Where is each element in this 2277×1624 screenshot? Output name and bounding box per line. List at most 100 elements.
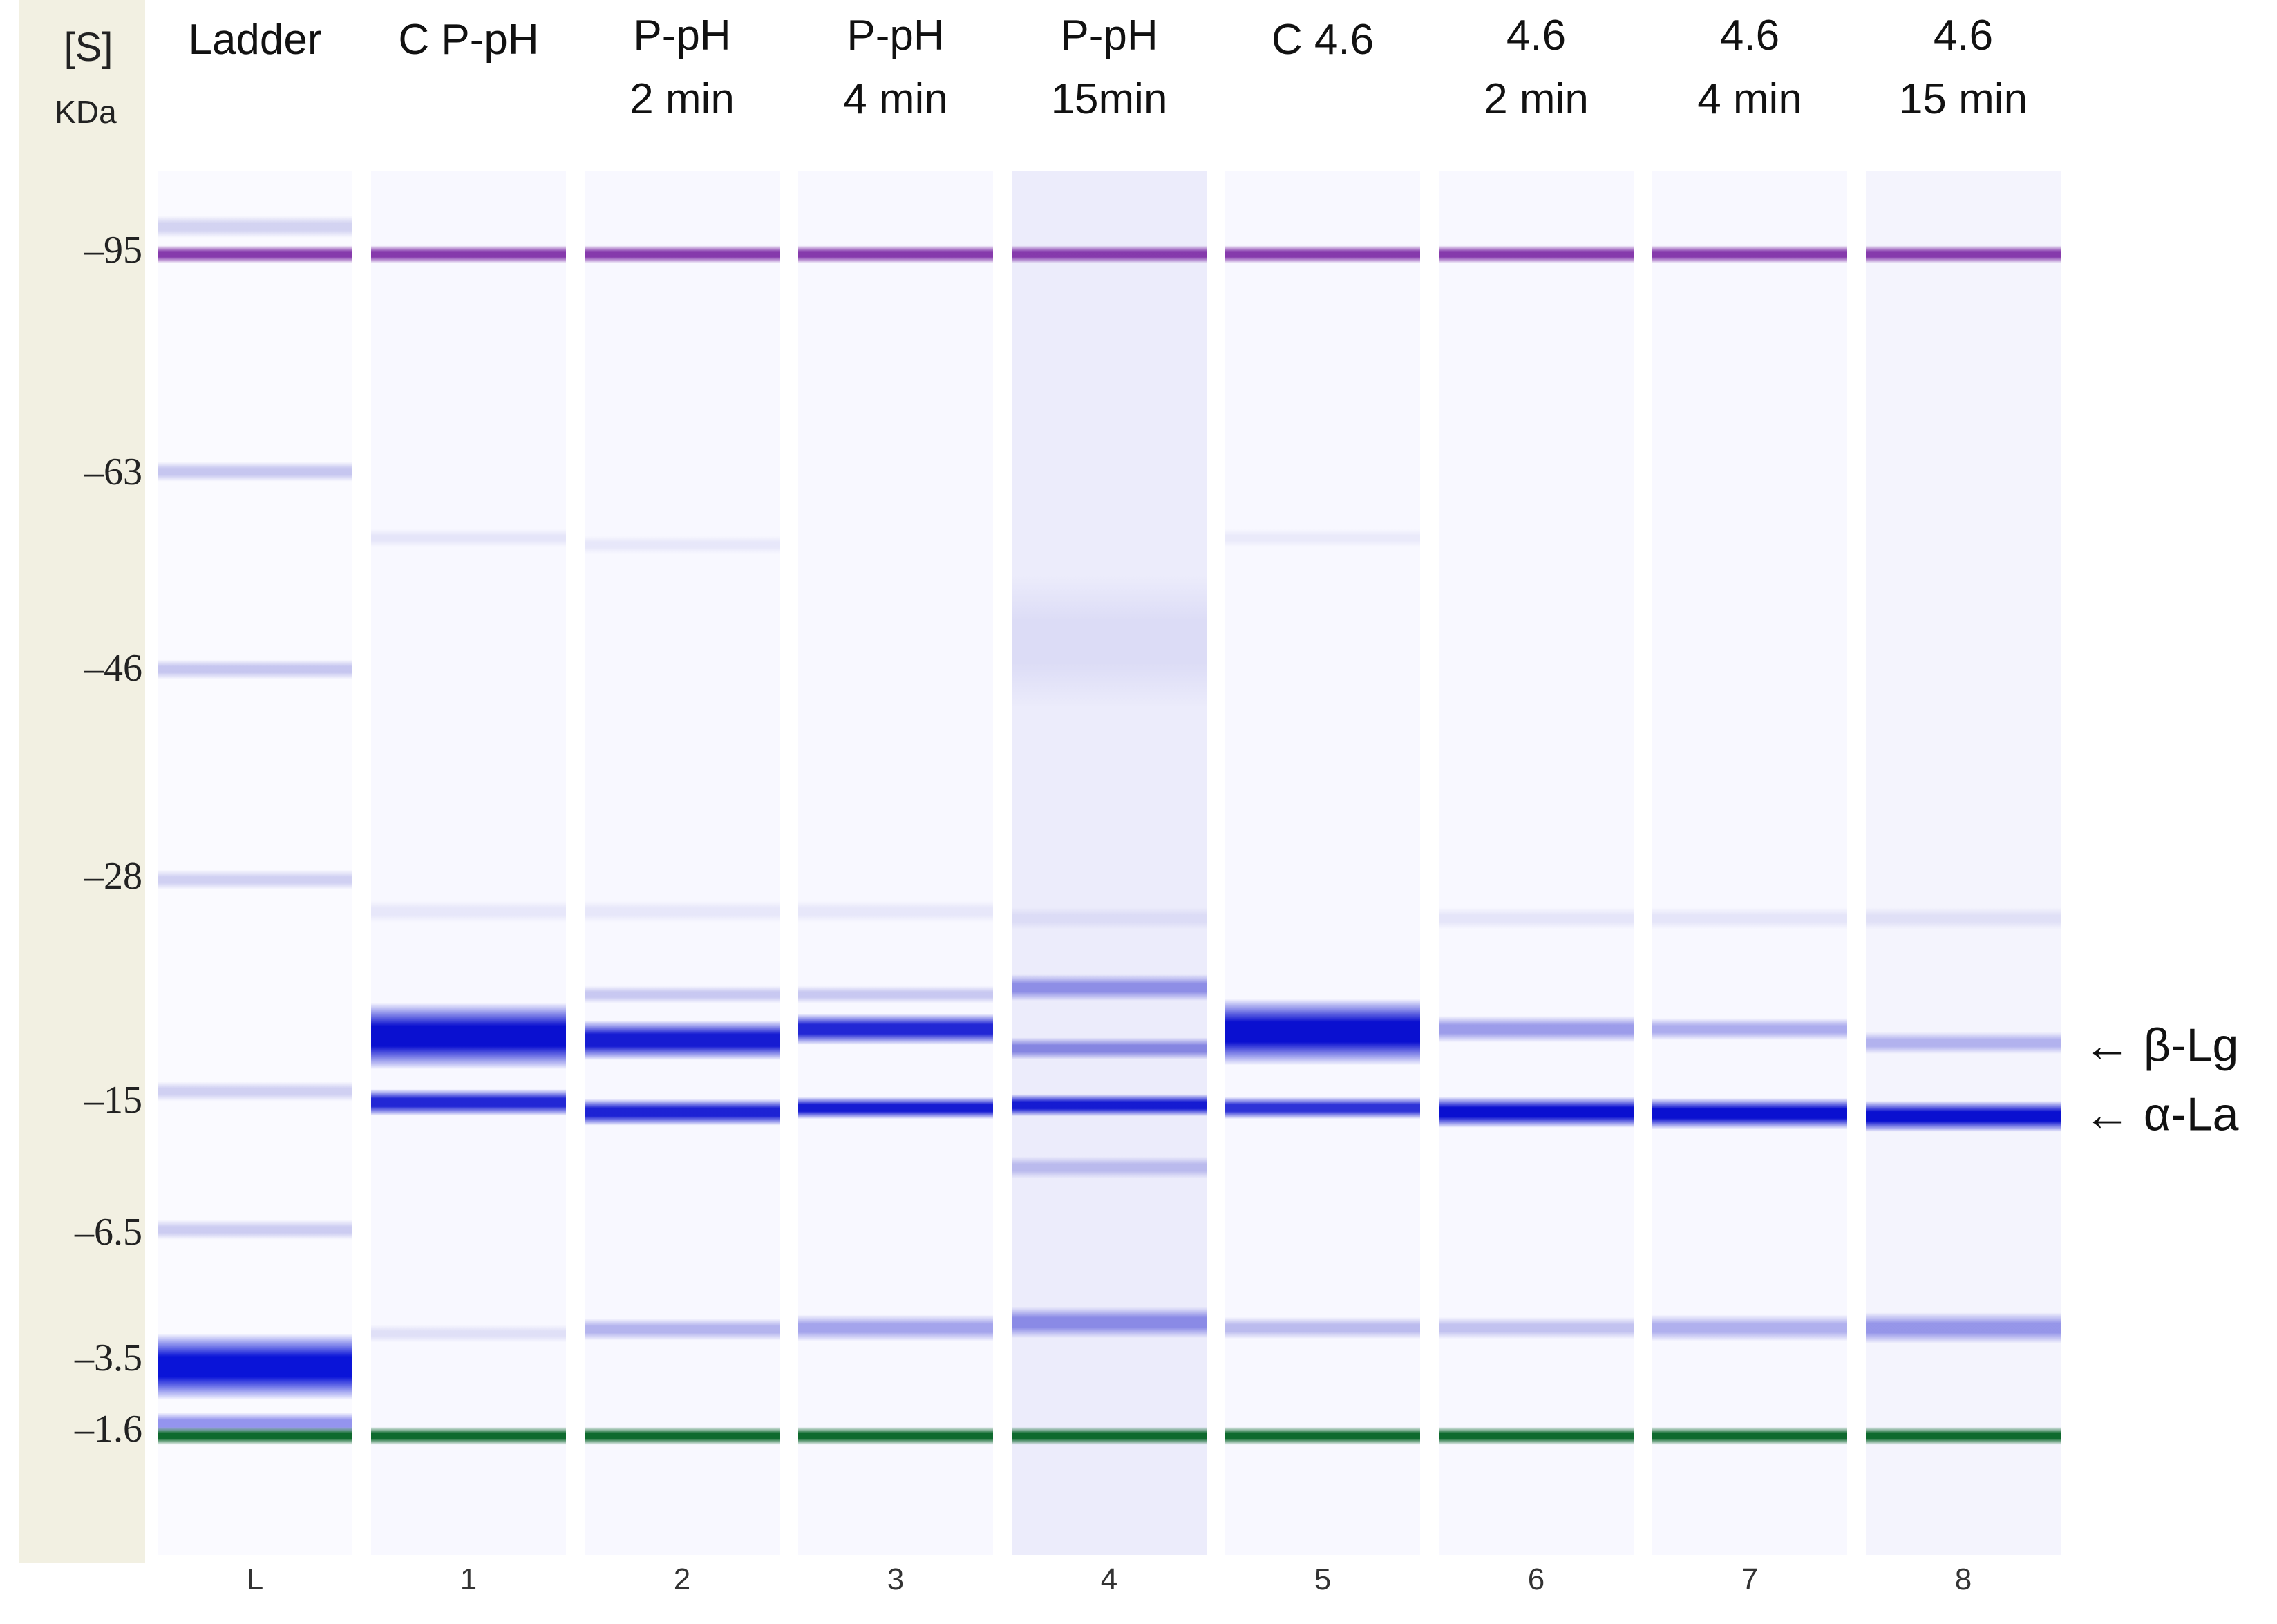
gel-band	[1439, 1316, 1634, 1339]
lane-number: 7	[1741, 1562, 1758, 1596]
gel-band	[1225, 245, 1420, 263]
lane-8	[1866, 171, 2061, 1555]
lane-title: Ladder	[188, 16, 321, 64]
lane-3	[798, 171, 993, 1555]
gel-band	[1866, 1100, 2061, 1132]
lane-4	[1012, 171, 1207, 1555]
gel-band	[1652, 1018, 1847, 1041]
lane-number: 5	[1314, 1562, 1331, 1596]
kda-marker-label: –63	[84, 451, 142, 493]
gel-band	[158, 659, 352, 680]
lane-6	[1439, 171, 1634, 1555]
gel-band	[1652, 245, 1847, 263]
lane-title: 4 min	[1697, 75, 1802, 123]
lane-title: 15min	[1051, 75, 1168, 123]
gel-band	[158, 1220, 352, 1240]
scale-sidebar	[19, 0, 145, 1563]
lane-title: 4 min	[843, 75, 948, 123]
gel-band	[371, 529, 566, 547]
gel-band	[1012, 907, 1207, 930]
gel-band	[158, 462, 352, 482]
gel-band	[158, 1081, 352, 1102]
gel-band	[585, 1020, 780, 1061]
gel-band	[1439, 1427, 1634, 1445]
lane-number: L	[247, 1562, 263, 1596]
lane-background	[158, 171, 352, 1555]
lane-number: 1	[460, 1562, 477, 1596]
gel-band	[585, 1099, 780, 1126]
gel-band	[158, 1427, 352, 1445]
gel-band	[1866, 1427, 2061, 1445]
gel-band	[1012, 1427, 1207, 1445]
band-annotation-label: ← α-La	[2084, 1088, 2239, 1140]
gel-lanes	[158, 171, 2061, 1555]
lane-title: P-pH	[1060, 12, 1158, 59]
gel-band	[1439, 1096, 1634, 1128]
gel-band	[798, 1427, 993, 1445]
gel-band	[1439, 1016, 1634, 1043]
gel-band	[158, 216, 352, 238]
gel-band	[1012, 1307, 1207, 1339]
lane-7	[1652, 171, 1847, 1555]
gel-band	[1012, 1156, 1207, 1179]
gel-band	[1012, 575, 1207, 708]
gel-band	[1866, 245, 2061, 263]
gel-band	[158, 869, 352, 890]
gel-band	[371, 900, 566, 923]
lane-1	[371, 171, 566, 1555]
lane-title: C P-pH	[398, 16, 538, 64]
gel-band	[1225, 529, 1420, 547]
lane-title: 4.6	[1506, 12, 1566, 59]
gel-band	[585, 1427, 780, 1445]
gel-band	[1652, 1427, 1847, 1445]
lane-title: C 4.6	[1272, 16, 1374, 64]
gel-band	[1012, 1094, 1207, 1117]
gel-band	[1225, 1097, 1420, 1120]
gel-band	[371, 1089, 566, 1116]
gel-band	[371, 1324, 566, 1343]
lane-5	[1225, 171, 1420, 1555]
kda-marker-label: –6.5	[74, 1211, 142, 1254]
gel-band	[1652, 1314, 1847, 1341]
lane-2	[585, 171, 780, 1555]
lane-background	[585, 171, 780, 1555]
kda-marker-label: –28	[84, 855, 142, 898]
concentration-label: [S]	[64, 25, 113, 70]
gel-band	[1866, 1312, 2061, 1344]
band-annotation-label: ← β-Lg	[2084, 1019, 2238, 1071]
lane-number: 6	[1528, 1562, 1544, 1596]
gel-band	[585, 985, 780, 1004]
unit-label: KDa	[55, 94, 117, 130]
lane-background	[1866, 171, 2061, 1555]
gel-band	[1652, 1097, 1847, 1129]
lane-numbers: L 1 2 3 4 5 6 7 8	[247, 1562, 1972, 1596]
kda-marker-labels: –95 –63 –46 –28 –15 –6.5 –3.5 –1.6	[74, 229, 142, 1451]
kda-marker-label: –95	[84, 229, 142, 272]
kda-marker-label: –15	[84, 1079, 142, 1122]
lane-title: 2 min	[1484, 75, 1589, 123]
gel-band	[371, 245, 566, 263]
lane-background	[1652, 171, 1847, 1555]
gel-band	[1866, 907, 2061, 930]
gel-band	[798, 900, 993, 923]
gel-band	[798, 1097, 993, 1120]
gel-band	[1225, 1427, 1420, 1445]
gel-band	[1012, 974, 1207, 1001]
lane-background	[1439, 171, 1634, 1555]
lane-title: 4.6	[1720, 12, 1779, 59]
gel-band	[585, 536, 780, 554]
gel-band	[585, 245, 780, 263]
lane-number: 4	[1101, 1562, 1117, 1596]
lane-titles: Ladder C P-pH P-pH 2 min P-pH 4 min P-pH 15min C…	[188, 12, 2028, 123]
gel-band	[798, 985, 993, 1004]
gel-band	[585, 900, 780, 923]
gel-band	[798, 1013, 993, 1045]
gel-band	[1652, 907, 1847, 930]
gel-band	[158, 245, 352, 263]
lane-background	[1012, 171, 1207, 1555]
kda-marker-label: –3.5	[74, 1337, 142, 1379]
lane-background	[371, 171, 566, 1555]
lane-L	[158, 171, 352, 1555]
